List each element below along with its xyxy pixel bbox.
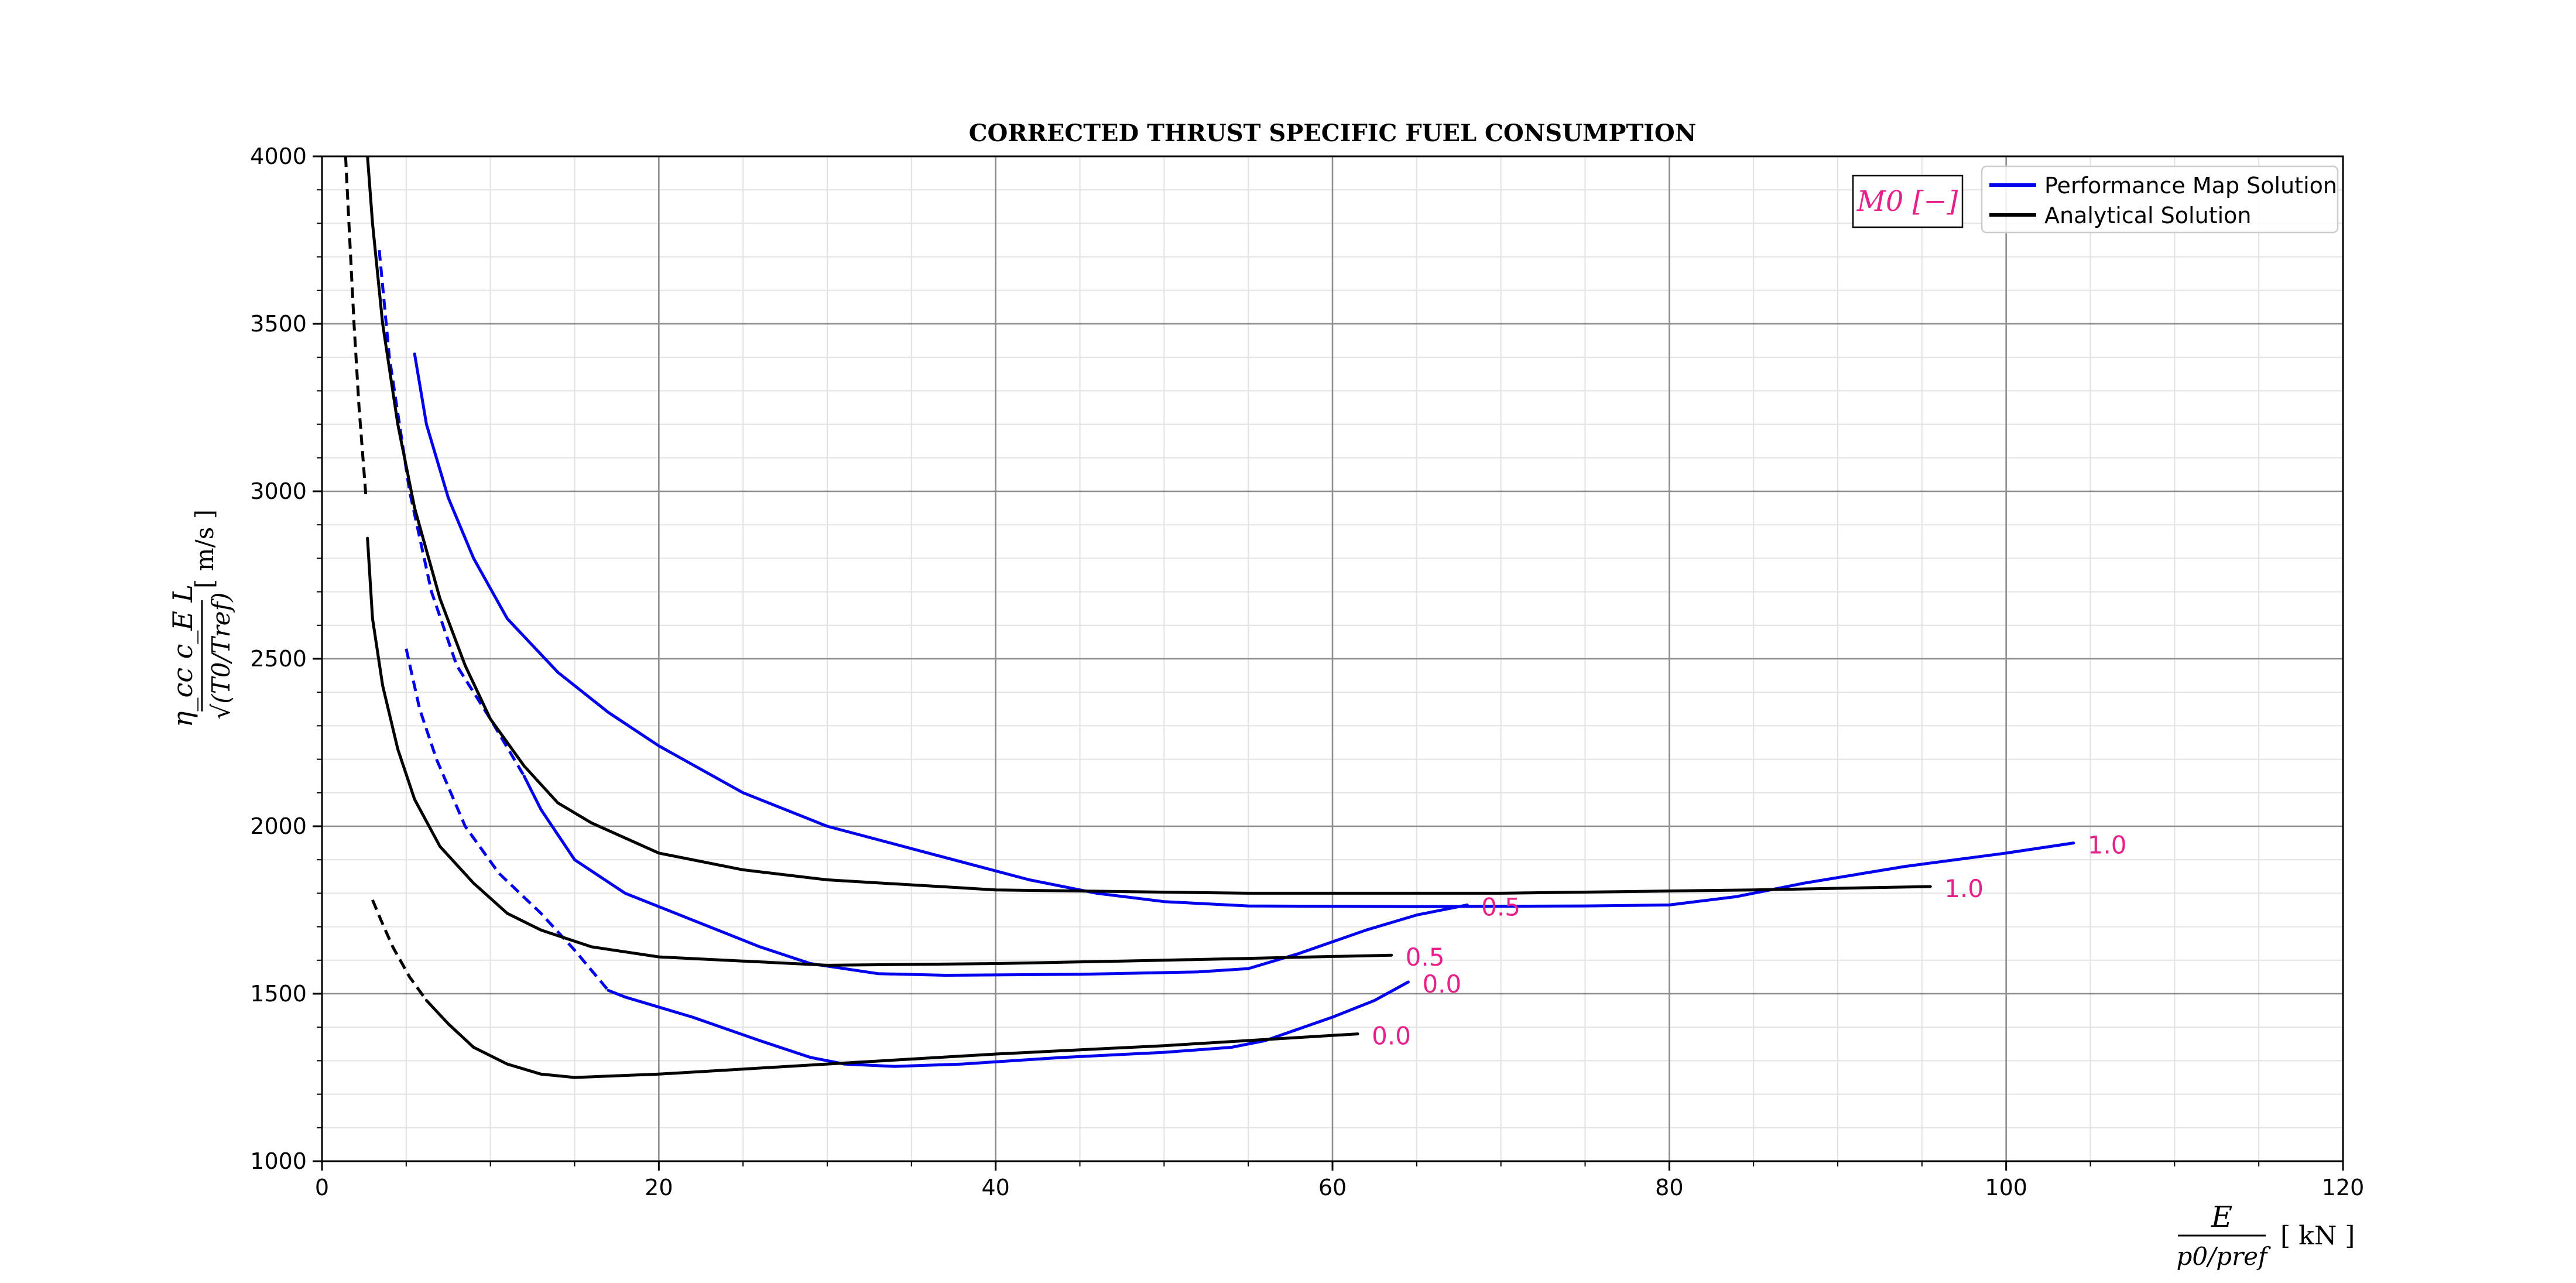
analytical-mach-0-5-line: [366, 536, 1393, 967]
performance-map-mach-0-5-line: [522, 774, 1469, 977]
x-axis-label-denominator: p0/pref: [2176, 1242, 2271, 1271]
axis-ticks: 0 20 40 60 80 100 120 1000 1500 2000 2500 3000 3500 4…: [250, 143, 2364, 1200]
y-tick-label: 1500: [250, 981, 307, 1007]
y-tick-label: 3500: [250, 311, 307, 337]
mach-end-label: 1.0: [2088, 831, 2127, 860]
legend-label-performance-map: Performance Map Solution: [2044, 173, 2337, 199]
y-tick-label: 3000: [250, 478, 307, 504]
x-axis-label: E p0/pref [ kN ]: [2176, 1200, 2355, 1271]
performance-map-mach-1-0-line: [413, 353, 2075, 908]
y-tick-label: 2500: [250, 646, 307, 672]
legend-title: M0 [−]: [1856, 185, 1958, 218]
mach-end-label: 0.5: [1481, 892, 1520, 921]
x-tick-label: 100: [1985, 1175, 2027, 1200]
analytical-mach-1-0-dashed-line: [344, 156, 368, 495]
y-tick-label: 2000: [250, 813, 307, 839]
chart-title: CORRECTED THRUST SPECIFIC FUEL CONSUMPTI…: [969, 119, 1697, 147]
legend-frame: [1981, 165, 2339, 234]
mach-end-label: 0.5: [1406, 943, 1445, 971]
y-tick-label: 4000: [250, 143, 307, 169]
legend-title-frame: [1852, 175, 1964, 228]
x-tick-label: 0: [315, 1175, 329, 1200]
analytical-mach-0-0-line: [424, 998, 1359, 1079]
mach-end-label: 0.0: [1422, 970, 1461, 998]
y-axis-label: η_cc c_E L √(T0/Tref) [ m/s ]: [167, 509, 235, 727]
y-axis-label-unit: [ m/s ]: [190, 509, 219, 589]
mach-end-label: 1.0: [1944, 874, 1984, 903]
x-tick-label: 60: [1318, 1175, 1347, 1200]
performance-map-mach-0-0-line: [607, 980, 1410, 1068]
x-tick-label: 20: [645, 1175, 673, 1200]
x-tick-label: 120: [2322, 1175, 2365, 1200]
end-labels: 1.01.00.50.50.00.0: [1372, 831, 2126, 1051]
mach-end-label: 0.0: [1372, 1022, 1411, 1051]
legend-label-analytical: Analytical Solution: [2044, 203, 2252, 228]
x-axis-label-unit: [ kN ]: [2280, 1221, 2355, 1251]
analytical-mach-0-0-dashed-line: [371, 899, 428, 1001]
analytical-mach-1-0-line: [366, 156, 1932, 895]
y-axis-label-numerator: η_cc c_E L: [167, 584, 198, 727]
x-tick-label: 40: [981, 1175, 1009, 1200]
performance-map-mach-0-0-dashed-line: [405, 648, 609, 991]
performance-map-mach-0-5-dashed-line: [378, 249, 526, 777]
y-axis-label-denominator: √(T0/Tref): [207, 593, 235, 720]
series-layer: [344, 156, 2075, 1079]
legend-title-box: M0 [−]: [1852, 175, 1964, 228]
x-axis-label-numerator: E: [2211, 1200, 2233, 1234]
y-tick-label: 1000: [250, 1148, 307, 1174]
x-tick-label: 80: [1655, 1175, 1683, 1200]
legend: Performance Map Solution Analytical Solu…: [1981, 165, 2339, 234]
